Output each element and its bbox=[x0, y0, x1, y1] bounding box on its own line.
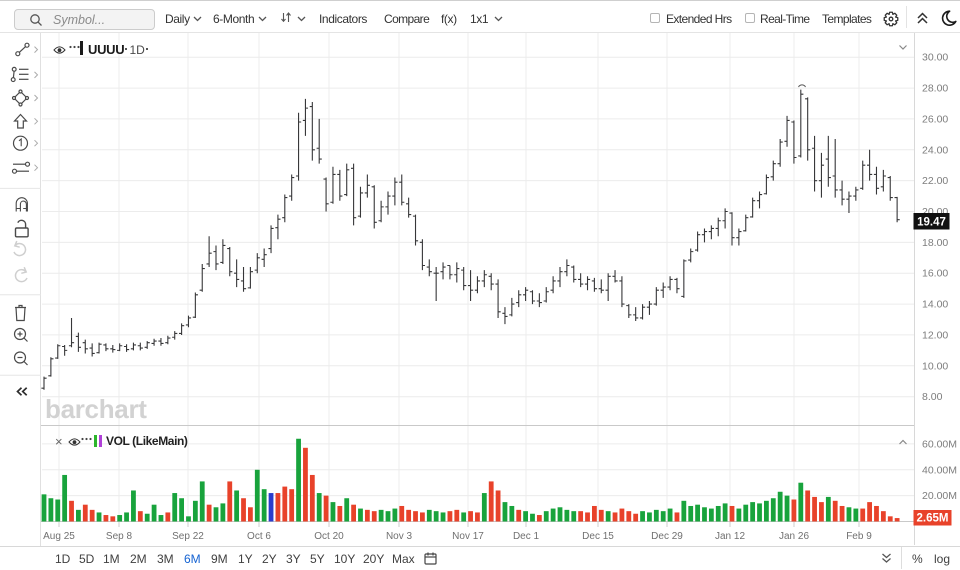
svg-text:Nov 17: Nov 17 bbox=[452, 531, 484, 542]
svg-text:Oct 20: Oct 20 bbox=[314, 531, 344, 542]
svg-text:10.00: 10.00 bbox=[922, 360, 948, 372]
svg-text:Aug 25: Aug 25 bbox=[43, 531, 75, 542]
svg-text:Jan 12: Jan 12 bbox=[715, 531, 745, 542]
svg-text:Nov 3: Nov 3 bbox=[386, 531, 413, 542]
svg-text:8.00: 8.00 bbox=[922, 391, 943, 403]
svg-text:16.00: 16.00 bbox=[922, 268, 948, 280]
svg-text:24.00: 24.00 bbox=[922, 144, 948, 156]
svg-text:30.00: 30.00 bbox=[922, 52, 948, 64]
svg-text:60.00M: 60.00M bbox=[922, 438, 957, 450]
svg-text:Feb 9: Feb 9 bbox=[846, 531, 872, 542]
svg-text:Sep 22: Sep 22 bbox=[172, 531, 204, 542]
svg-text:22.00: 22.00 bbox=[922, 175, 948, 187]
svg-text:2.65M: 2.65M bbox=[917, 513, 949, 525]
svg-text:19.47: 19.47 bbox=[917, 217, 946, 229]
svg-text:28.00: 28.00 bbox=[922, 83, 948, 95]
svg-text:Sep 8: Sep 8 bbox=[106, 531, 133, 542]
svg-text:12.00: 12.00 bbox=[922, 329, 948, 341]
svg-text:Dec 1: Dec 1 bbox=[513, 531, 540, 542]
svg-text:barchart: barchart bbox=[45, 394, 147, 424]
svg-text:20.00M: 20.00M bbox=[922, 490, 957, 502]
svg-text:40.00M: 40.00M bbox=[922, 464, 957, 476]
svg-text:Oct 6: Oct 6 bbox=[247, 531, 271, 542]
svg-text:14.00: 14.00 bbox=[922, 299, 948, 311]
svg-text:18.00: 18.00 bbox=[922, 237, 948, 249]
svg-text:Jan 26: Jan 26 bbox=[779, 531, 809, 542]
svg-text:26.00: 26.00 bbox=[922, 113, 948, 125]
svg-text:Dec 15: Dec 15 bbox=[582, 531, 614, 542]
svg-text:Dec 29: Dec 29 bbox=[651, 531, 683, 542]
